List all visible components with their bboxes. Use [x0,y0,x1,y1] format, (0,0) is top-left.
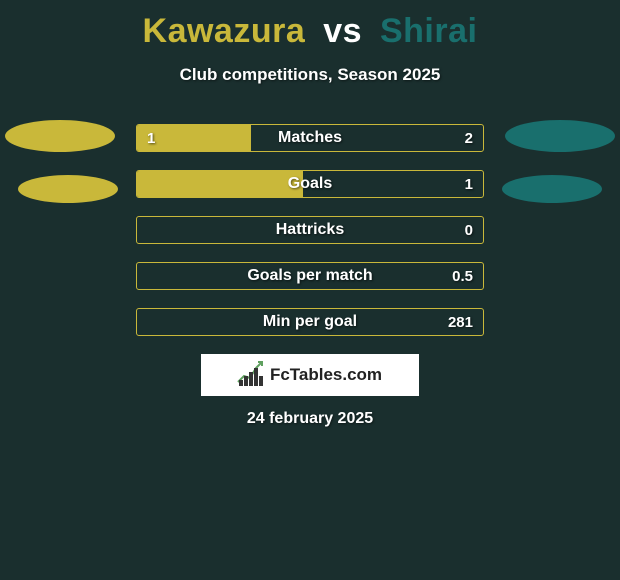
bar-label: Goals per match [137,263,483,289]
logo-bar [239,380,243,386]
player2-shadow-ellipse [502,175,602,203]
player1-avatar-placeholder [5,120,115,152]
fctables-logo: FcTables.com [201,354,419,396]
stat-bar-goals-per-match: Goals per match0.5 [136,262,484,290]
bar-label: Min per goal [137,309,483,335]
logo-bar [249,372,253,386]
logo-bar [254,368,258,386]
logo-bar [259,376,263,386]
bar-value-player2: 2 [465,125,473,151]
stat-bar-matches: 1Matches2 [136,124,484,152]
bar-label: Hattricks [137,217,483,243]
bar-value-player2: 281 [448,309,473,335]
comparison-bars: 1Matches2Goals1Hattricks0Goals per match… [136,124,484,354]
subtitle: Club competitions, Season 2025 [0,65,620,85]
player1-shadow-ellipse [18,175,118,203]
player2-name: Shirai [380,12,477,50]
stat-bar-hattricks: Hattricks0 [136,216,484,244]
stat-bar-min-per-goal: Min per goal281 [136,308,484,336]
vs-text: vs [323,12,362,50]
logo-chart-icon [238,364,264,386]
stat-bar-goals: Goals1 [136,170,484,198]
logo-text: FcTables.com [270,365,382,385]
bar-value-player2: 0 [465,217,473,243]
date-label: 24 february 2025 [0,410,620,428]
bar-value-player2: 1 [465,171,473,197]
comparison-title: Kawazura vs Shirai [0,0,620,51]
bar-label: Matches [137,125,483,151]
player1-name: Kawazura [143,12,306,50]
logo-bar [244,376,248,386]
bar-value-player2: 0.5 [452,263,473,289]
player2-avatar-placeholder [505,120,615,152]
bar-label: Goals [137,171,483,197]
